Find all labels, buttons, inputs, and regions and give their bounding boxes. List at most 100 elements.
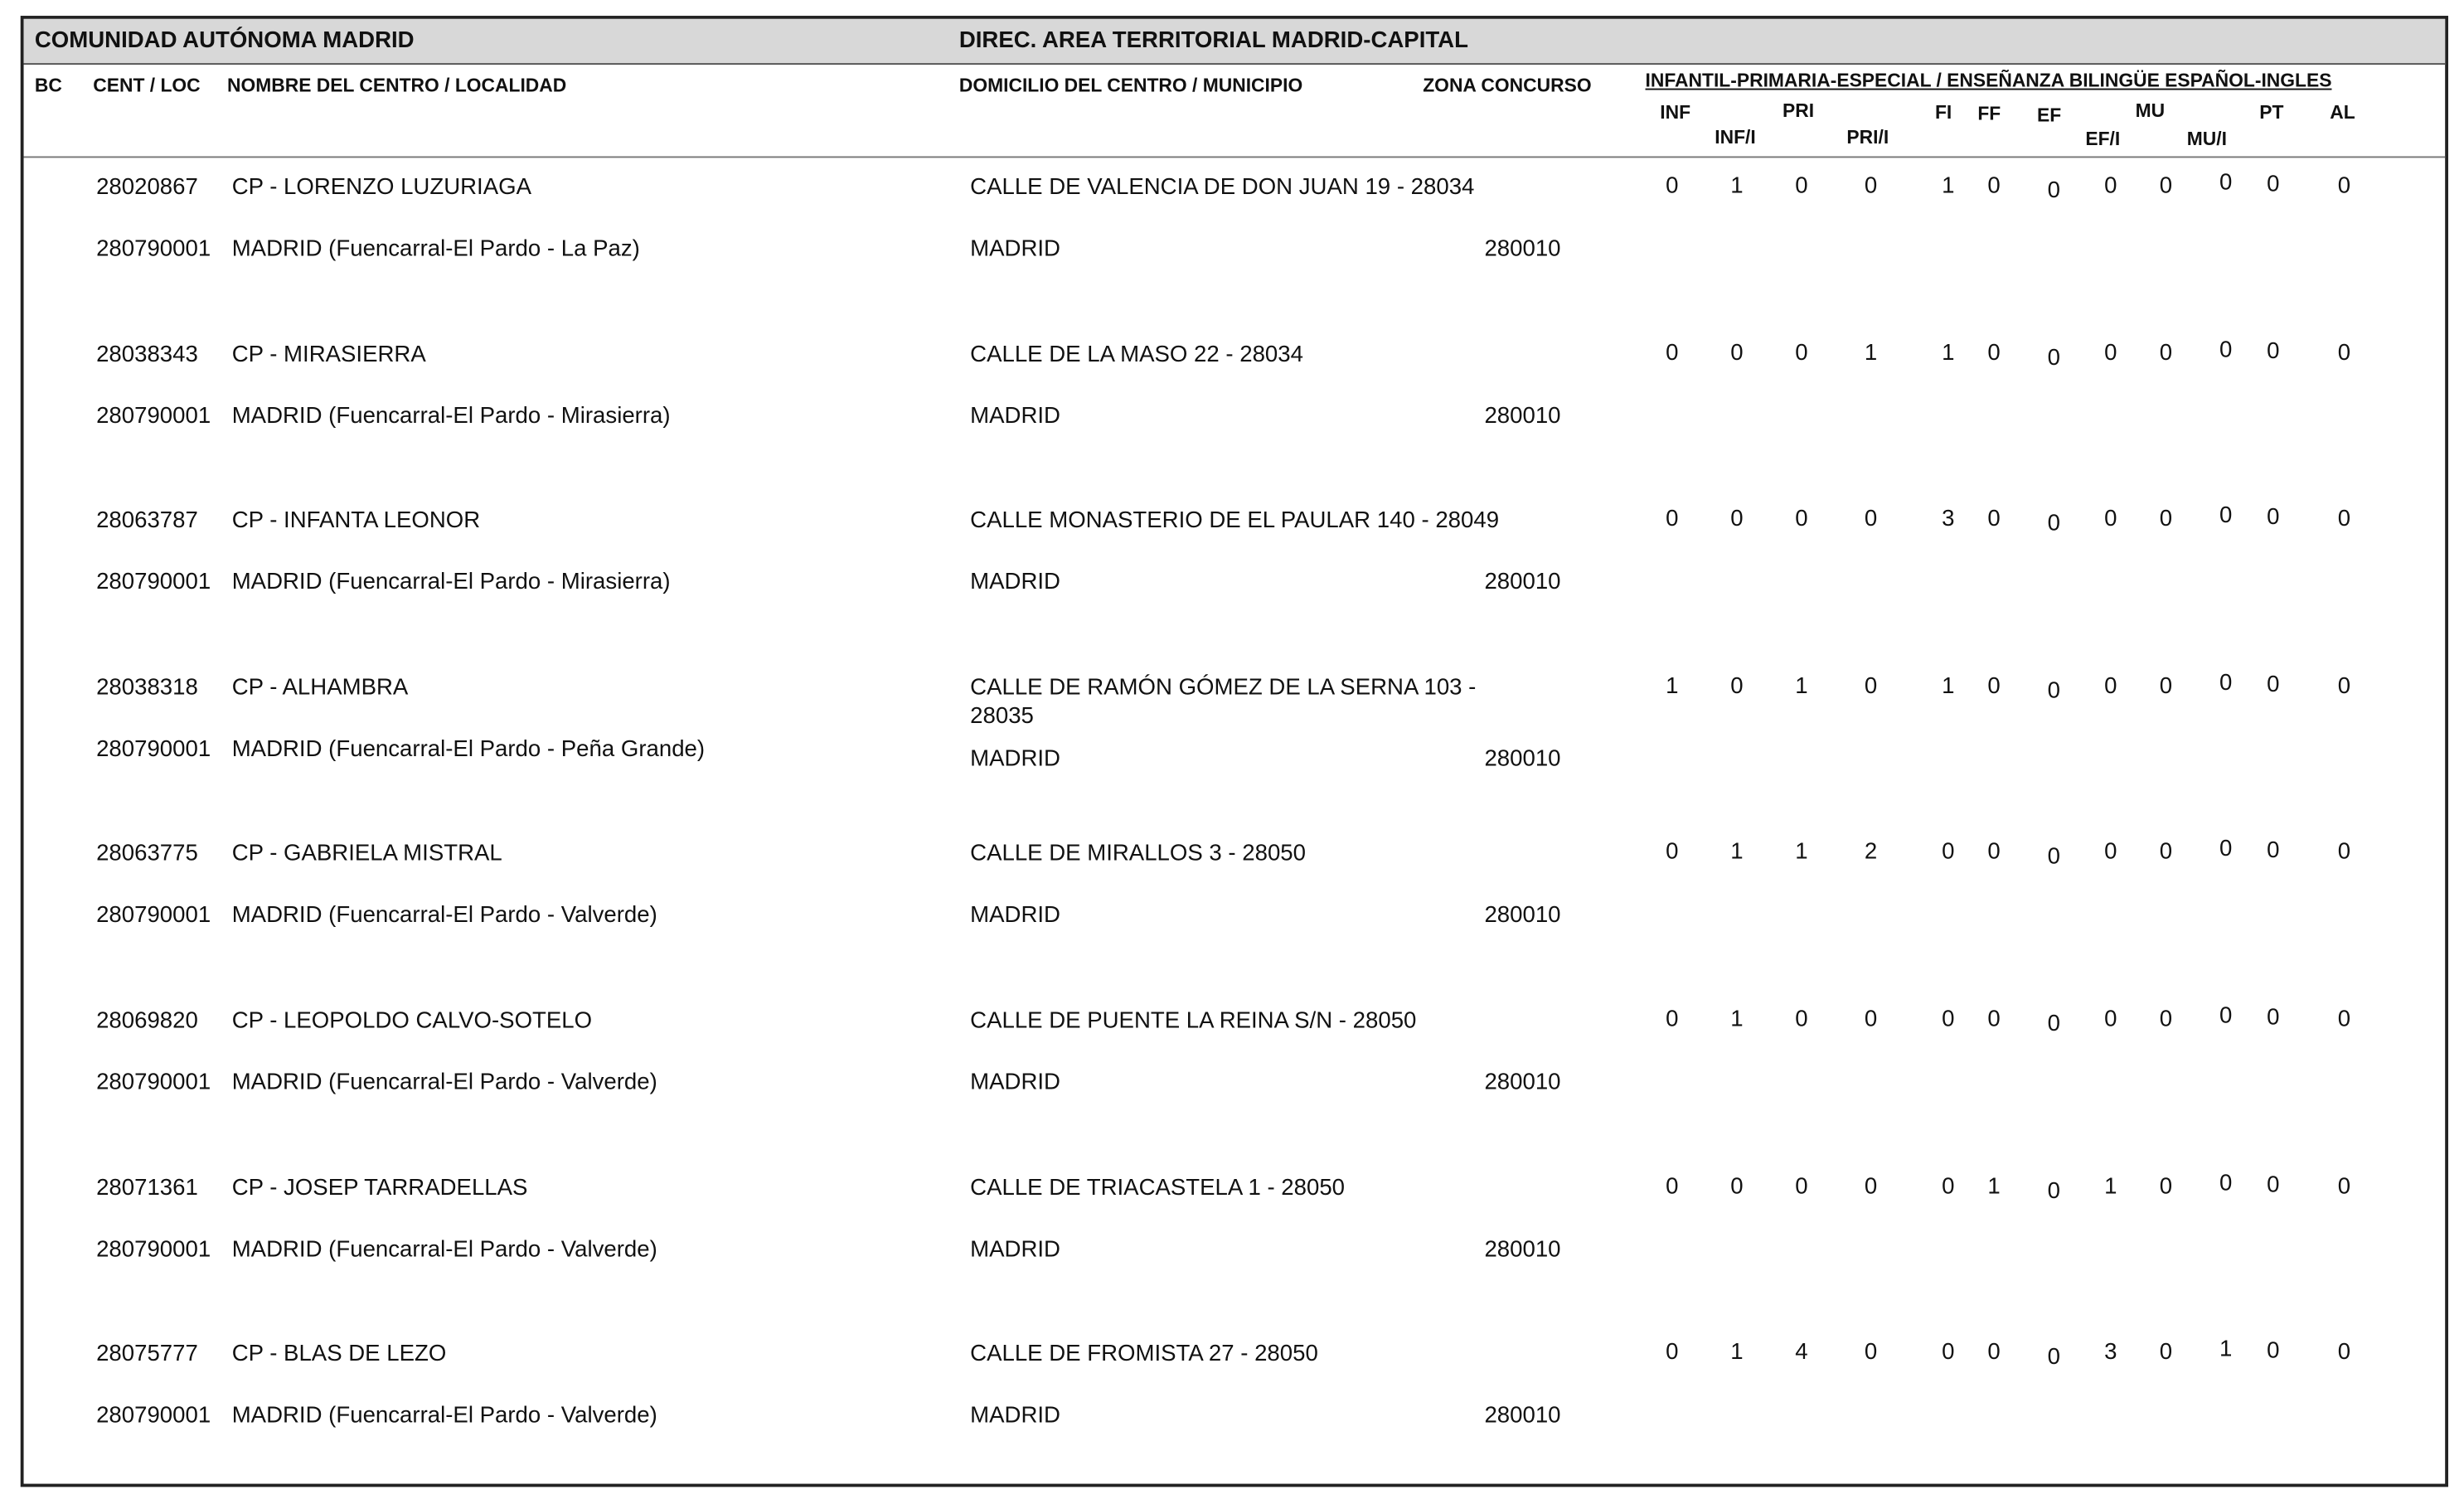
center-code: 28020867 (96, 175, 198, 201)
center-code: 28063787 (96, 508, 198, 534)
vacancy-count: 0 (2159, 840, 2173, 866)
vacancy-count: 0 (1730, 673, 1744, 699)
vacancy-count: 0 (1864, 1340, 1878, 1366)
vacancy-count: 0 (1795, 340, 1808, 366)
vacancy-count: 0 (1795, 173, 1808, 199)
municipio: MADRID (970, 403, 1061, 429)
loc-code: 280790001 (96, 1070, 211, 1096)
vacancy-count: 0 (2267, 1338, 2280, 1365)
address: CALLE DE VALENCIA DE DON JUAN 19 - 28034 (970, 175, 1475, 201)
vacancy-count: 0 (2047, 345, 2061, 371)
vacancy-count: 0 (2337, 340, 2351, 366)
vacancy-count: 0 (1864, 507, 1878, 532)
vacancy-count: 0 (2337, 1007, 2351, 1033)
header-band (23, 18, 2446, 66)
specialty-header: PT (2259, 100, 2284, 124)
vacancy-count: 0 (2159, 173, 2173, 199)
vacancy-count: 0 (2337, 1173, 2351, 1200)
vacancy-count: 0 (2159, 1007, 2173, 1033)
center-name: CP - ALHAMBRA (231, 675, 409, 701)
vacancy-count: 0 (1666, 1340, 1679, 1366)
vacancy-count: 1 (2104, 1173, 2117, 1200)
col-bc: BC (34, 74, 62, 97)
zona: 280010 (1484, 236, 1561, 263)
vacancy-count: 0 (2267, 838, 2280, 865)
vacancy-count: 0 (2219, 1170, 2233, 1196)
vacancy-count: 1 (1795, 840, 1808, 866)
vacancy-count: 0 (2047, 178, 2061, 204)
loc-code: 280790001 (96, 736, 211, 763)
header-left: COMUNIDAD AUTÓNOMA MADRID (34, 28, 415, 54)
vacancy-count: 0 (2267, 505, 2280, 531)
vacancy-count: 0 (1666, 507, 1679, 532)
vacancy-count: 0 (2337, 173, 2351, 199)
vacancy-count: 0 (1730, 507, 1744, 532)
vacancy-count: 1 (1730, 173, 1744, 199)
vacancy-count: 0 (2337, 673, 2351, 699)
vacancy-count: 0 (2104, 507, 2117, 532)
vacancy-count: 0 (1987, 1007, 2001, 1033)
municipio: MADRID (970, 1236, 1061, 1263)
vacancy-count: 1 (1795, 673, 1808, 699)
vacancy-count: 0 (2047, 512, 2061, 537)
municipio: MADRID (970, 570, 1061, 596)
vacancy-count: 0 (2104, 840, 2117, 866)
vacancy-count: 0 (2047, 1345, 2061, 1371)
vacancy-count: 1 (1666, 673, 1679, 699)
vacancy-count: 0 (1666, 1007, 1679, 1033)
specialty-header: PRI (1783, 99, 1815, 122)
vacancy-count: 0 (2104, 340, 2117, 366)
center-code: 28038343 (96, 342, 198, 367)
vacancy-count: 0 (1666, 840, 1679, 866)
center-name: CP - LEOPOLDO CALVO-SOTELO (231, 1008, 593, 1034)
specialty-header: EF/I (2085, 128, 2121, 150)
center-name: CP - JOSEP TARRADELLAS (231, 1175, 528, 1201)
vacancy-count: 1 (1942, 340, 1955, 366)
vacancy-count: 0 (2159, 1340, 2173, 1366)
zona: 280010 (1484, 570, 1561, 596)
loc-code: 280790001 (96, 903, 211, 929)
vacancy-count: 0 (2104, 673, 2117, 699)
loc-code: 280790001 (96, 1236, 211, 1263)
address: CALLE DE MIRALLOS 3 - 28050 (970, 842, 1307, 867)
municipio: MADRID (970, 236, 1061, 263)
locality: MADRID (Fuencarral-El Pardo - Mirasierra… (231, 403, 671, 429)
specialty-header: MU (2135, 99, 2166, 122)
specialty-header: AL (2330, 100, 2355, 124)
vacancy-count: 1 (1730, 1340, 1744, 1366)
locality: MADRID (Fuencarral-El Pardo - Valverde) (231, 1236, 657, 1263)
vacancy-count: 0 (2159, 1173, 2173, 1200)
vacancy-count: 0 (1795, 1173, 1808, 1200)
locality: MADRID (Fuencarral-El Pardo - Valverde) (231, 903, 657, 929)
vacancy-count: 0 (2159, 340, 2173, 366)
vacancy-count: 3 (1942, 507, 1955, 532)
municipio: MADRID (970, 1403, 1061, 1429)
specialty-header: FI (1934, 100, 1952, 124)
vacancy-count: 0 (1987, 840, 2001, 866)
municipio: MADRID (970, 1070, 1061, 1096)
specialty-header: FF (1977, 102, 2001, 125)
frame (20, 16, 2448, 1487)
vacancy-count: 0 (2104, 1007, 2117, 1033)
vacancy-count: 0 (2219, 1003, 2233, 1030)
center-code: 28069820 (96, 1008, 198, 1034)
vacancy-count: 0 (2219, 670, 2233, 696)
zona: 280010 (1484, 903, 1561, 929)
vacancy-count: 0 (2047, 678, 2061, 704)
vacancy-count: 0 (2337, 840, 2351, 866)
vacancy-count: 0 (2337, 507, 2351, 532)
center-name: CP - INFANTA LEONOR (231, 508, 481, 534)
specialty-header: MU/I (2186, 128, 2227, 150)
vacancy-count: 0 (1987, 173, 2001, 199)
center-name: CP - GABRIELA MISTRAL (231, 842, 502, 867)
vacancy-count: 0 (1864, 673, 1878, 699)
address: CALLE DE FROMISTA 27 - 28050 (970, 1342, 1318, 1368)
specialty-header: INF/I (1715, 126, 1756, 148)
vacancy-count: 0 (1730, 340, 1744, 366)
vacancy-count: 0 (1987, 673, 2001, 699)
vacancy-count: 0 (2267, 1172, 2280, 1198)
vacancy-count: 0 (2047, 1178, 2061, 1204)
vacancy-count: 0 (2219, 837, 2233, 863)
locality: MADRID (Fuencarral-El Pardo - Valverde) (231, 1070, 657, 1096)
vacancy-count: 2 (1864, 840, 1878, 866)
